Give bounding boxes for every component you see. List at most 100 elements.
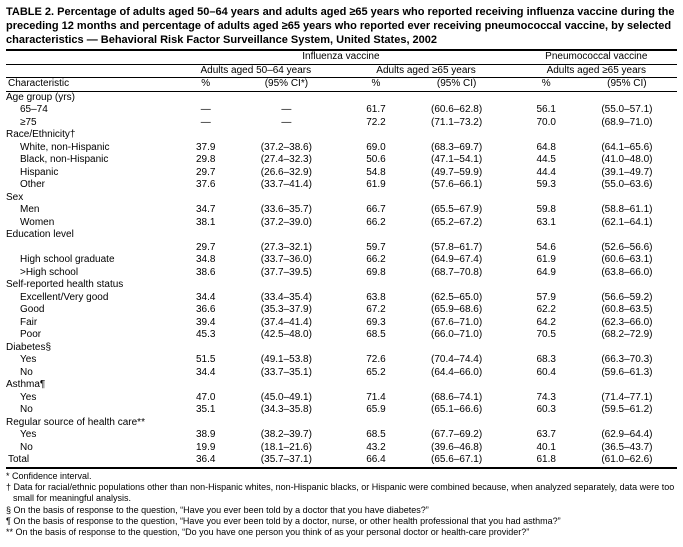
- cell-ci: (26.6–32.9): [236, 167, 336, 180]
- hdr-blank2: [6, 64, 175, 78]
- cell-pct: 34.8: [175, 254, 236, 267]
- cell-spacer: [336, 429, 345, 442]
- cell-pct: 70.0: [516, 117, 577, 130]
- cell-pct: 54.6: [516, 242, 577, 255]
- cell-characteristic: >High school: [6, 267, 175, 280]
- cell-pct: 34.7: [175, 204, 236, 217]
- cell-pct: 61.9: [516, 254, 577, 267]
- cell-ci: (33.7–41.4): [236, 179, 336, 192]
- cell-spacer: [507, 329, 516, 342]
- cell-ci: (67.6–71.0): [407, 317, 507, 330]
- cell-ci: (35.7–37.1): [236, 454, 336, 468]
- cell-pct: 19.9: [175, 442, 236, 455]
- cell-pct: 69.3: [345, 317, 406, 330]
- cell-ci: (42.5–48.0): [236, 329, 336, 342]
- cell-spacer: [336, 454, 345, 468]
- cell-spacer: [336, 104, 345, 117]
- cell-spacer: [336, 217, 345, 230]
- hdr-group3: Adults aged ≥65 years: [516, 64, 677, 78]
- cell-ci: (68.7–70.8): [407, 267, 507, 280]
- cell-pct: 63.7: [516, 429, 577, 442]
- cell-ci: (62.5–65.0): [407, 292, 507, 305]
- hdr-ci2: (95% CI): [407, 78, 507, 92]
- cell-pct: 61.8: [516, 454, 577, 468]
- cell-spacer: [507, 267, 516, 280]
- cell-spacer: [507, 254, 516, 267]
- group-label: Age group (yrs): [6, 91, 677, 104]
- cell-characteristic: ≥75: [6, 117, 175, 130]
- cell-ci: (65.9–68.6): [407, 304, 507, 317]
- cell-spacer: [507, 242, 516, 255]
- cell-pct: 62.2: [516, 304, 577, 317]
- hdr-spacer4: [336, 78, 345, 92]
- cell-ci: (33.7–36.0): [236, 254, 336, 267]
- hdr-pneumo: Pneumococcal vaccine: [516, 51, 677, 64]
- table-row: ≥75——72.2(71.1–73.2)70.0(68.9–71.0): [6, 117, 677, 130]
- group-label-row: Sex: [6, 192, 677, 205]
- cell-pct: 47.0: [175, 392, 236, 405]
- cell-ci: (65.1–66.6): [407, 404, 507, 417]
- cell-ci: (57.8–61.7): [407, 242, 507, 255]
- cell-spacer: [336, 329, 345, 342]
- cell-pct: 65.2: [345, 367, 406, 380]
- cell-pct: 64.2: [516, 317, 577, 330]
- hdr-pct2: %: [345, 78, 406, 92]
- cell-ci: (49.1–53.8): [236, 354, 336, 367]
- cell-ci: (59.6–61.3): [577, 367, 677, 380]
- cell-ci: —: [236, 104, 336, 117]
- cell-pct: 38.6: [175, 267, 236, 280]
- group-label: Regular source of health care**: [6, 417, 677, 430]
- hdr-characteristic: Characteristic: [6, 78, 175, 92]
- cell-characteristic: Women: [6, 217, 175, 230]
- cell-pct: 38.1: [175, 217, 236, 230]
- cell-pct: 50.6: [345, 154, 406, 167]
- cell-ci: (65.5–67.9): [407, 204, 507, 217]
- table-row: Poor45.3(42.5–48.0)68.5(66.0–71.0)70.5(6…: [6, 329, 677, 342]
- table-row: Yes38.9(38.2–39.7)68.5(67.7–69.2)63.7(62…: [6, 429, 677, 442]
- cell-pct: 72.6: [345, 354, 406, 367]
- cell-pct: 60.4: [516, 367, 577, 380]
- cell-characteristic: Poor: [6, 329, 175, 342]
- hdr-pct3: %: [516, 78, 577, 92]
- cell-spacer: [507, 304, 516, 317]
- table-row: Black, non-Hispanic29.8(27.4–32.3)50.6(4…: [6, 154, 677, 167]
- footnote: * Confidence interval.: [6, 471, 677, 482]
- cell-characteristic: Black, non-Hispanic: [6, 154, 175, 167]
- cell-pct: 61.7: [345, 104, 406, 117]
- table-row: White, non-Hispanic37.9(37.2–38.6)69.0(6…: [6, 142, 677, 155]
- table-row: Yes51.5(49.1–53.8)72.6(70.4–74.4)68.3(66…: [6, 354, 677, 367]
- table-row: High school graduate34.8(33.7–36.0)66.2(…: [6, 254, 677, 267]
- cell-pct: 29.8: [175, 154, 236, 167]
- cell-pct: 45.3: [175, 329, 236, 342]
- cell-spacer: [507, 442, 516, 455]
- group-label-row: Education level: [6, 229, 677, 242]
- cell-ci: (56.6–59.2): [577, 292, 677, 305]
- cell-ci: (27.3–32.1): [236, 242, 336, 255]
- group-label: Race/Ethnicity†: [6, 129, 677, 142]
- cell-spacer: [336, 142, 345, 155]
- table-row: Total36.4(35.7–37.1)66.4(65.6–67.1)61.8(…: [6, 454, 677, 468]
- cell-spacer: [336, 317, 345, 330]
- cell-pct: 63.8: [345, 292, 406, 305]
- cell-ci: (62.9–64.4): [577, 429, 677, 442]
- cell-spacer: [507, 104, 516, 117]
- cell-ci: (65.2–67.2): [407, 217, 507, 230]
- cell-ci: (68.3–69.7): [407, 142, 507, 155]
- cell-pct: 70.5: [516, 329, 577, 342]
- cell-ci: (39.6–46.8): [407, 442, 507, 455]
- cell-pct: 61.9: [345, 179, 406, 192]
- cell-pct: 56.1: [516, 104, 577, 117]
- cell-pct: 59.3: [516, 179, 577, 192]
- cell-ci: (68.6–74.1): [407, 392, 507, 405]
- cell-pct: 36.6: [175, 304, 236, 317]
- table-row: Fair39.4(37.4–41.4)69.3(67.6–71.0)64.2(6…: [6, 317, 677, 330]
- cell-pct: 37.6: [175, 179, 236, 192]
- cell-spacer: [507, 204, 516, 217]
- cell-pct: 35.1: [175, 404, 236, 417]
- cell-spacer: [336, 392, 345, 405]
- footnote: ¶ On the basis of response to the questi…: [6, 516, 677, 527]
- cell-pct: 43.2: [345, 442, 406, 455]
- cell-ci: (41.0–48.0): [577, 154, 677, 167]
- cell-spacer: [336, 154, 345, 167]
- cell-pct: 29.7: [175, 242, 236, 255]
